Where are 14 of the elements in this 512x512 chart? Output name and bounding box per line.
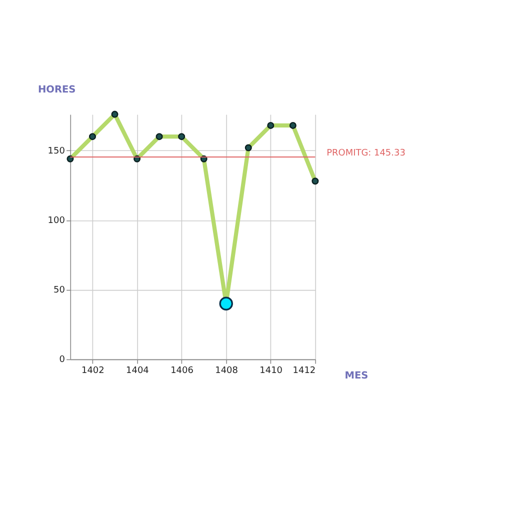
x-tick-label: 1404 bbox=[126, 366, 150, 376]
x-tick-label: 1408 bbox=[215, 366, 238, 376]
x-tick-label: 1402 bbox=[81, 366, 104, 376]
y-tick-label: 50 bbox=[53, 286, 66, 296]
y-axis-title: HORES bbox=[38, 84, 76, 96]
x-axis-title: MES bbox=[344, 370, 368, 382]
y-tick-label: 100 bbox=[48, 216, 66, 226]
y-tick-label: 0 bbox=[59, 355, 66, 366]
x-tick-label: 1406 bbox=[170, 366, 194, 376]
y-tick-label: 150 bbox=[48, 146, 66, 156]
x-tick-label: 1410 bbox=[260, 366, 283, 376]
ref-line-label: PROMITG: 145.33 bbox=[326, 148, 406, 158]
point bbox=[219, 296, 233, 310]
x-tick-label: 1412 bbox=[292, 366, 316, 376]
